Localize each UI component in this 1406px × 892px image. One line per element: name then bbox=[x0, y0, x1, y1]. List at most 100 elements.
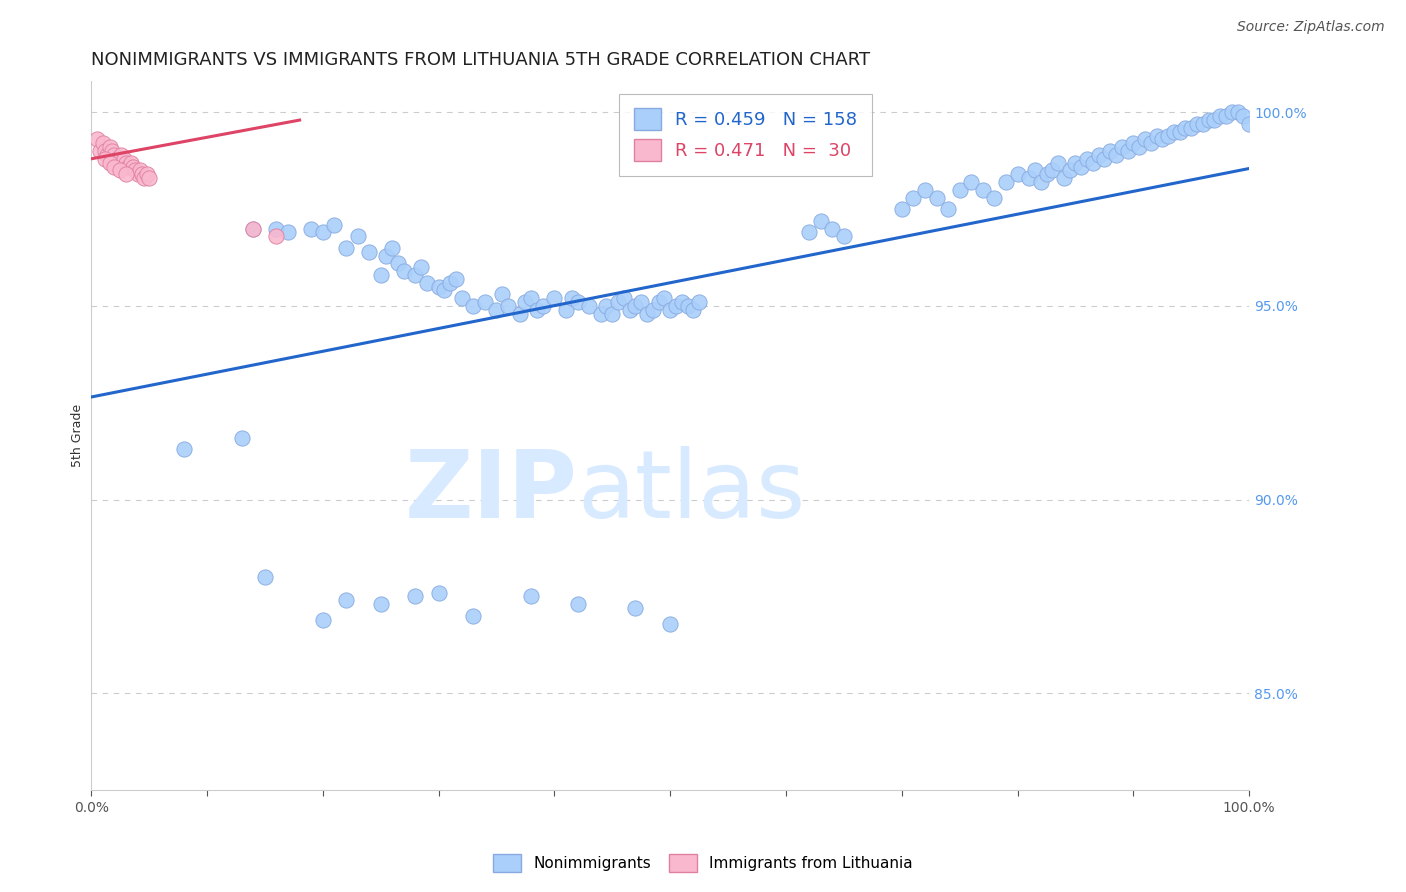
Point bbox=[463, 299, 485, 313]
Point bbox=[124, 163, 146, 178]
Point bbox=[810, 214, 832, 228]
Point bbox=[444, 272, 467, 286]
Point bbox=[914, 183, 936, 197]
Point bbox=[370, 268, 392, 282]
Point bbox=[619, 302, 641, 317]
Point bbox=[1152, 132, 1174, 146]
Point bbox=[1209, 109, 1232, 123]
Point bbox=[1133, 132, 1156, 146]
Point bbox=[641, 302, 664, 317]
Point bbox=[105, 152, 128, 166]
Text: atlas: atlas bbox=[578, 447, 806, 539]
Point bbox=[1070, 160, 1092, 174]
Y-axis label: 5th Grade: 5th Grade bbox=[72, 404, 84, 467]
Point bbox=[1105, 148, 1128, 162]
Point bbox=[387, 256, 409, 270]
Point bbox=[567, 295, 589, 310]
Point bbox=[1198, 113, 1220, 128]
Point bbox=[138, 171, 160, 186]
Point bbox=[392, 264, 415, 278]
Point bbox=[404, 590, 426, 604]
Point bbox=[312, 613, 335, 627]
Point bbox=[1204, 113, 1226, 128]
Point bbox=[1174, 120, 1197, 135]
Point bbox=[1180, 120, 1202, 135]
Point bbox=[94, 144, 117, 158]
Point bbox=[1185, 117, 1208, 131]
Point bbox=[115, 155, 138, 169]
Point bbox=[607, 295, 630, 310]
Point bbox=[543, 291, 565, 305]
Point bbox=[659, 616, 682, 631]
Point bbox=[936, 202, 959, 216]
Legend: R = 0.459   N = 158, R = 0.471   N =  30: R = 0.459 N = 158, R = 0.471 N = 30 bbox=[619, 94, 872, 176]
Point bbox=[127, 167, 149, 181]
Point bbox=[994, 175, 1017, 189]
Point bbox=[1081, 155, 1104, 169]
Point bbox=[1122, 136, 1144, 151]
Point bbox=[108, 163, 131, 178]
Point bbox=[231, 431, 253, 445]
Point bbox=[1232, 109, 1254, 123]
Point bbox=[676, 299, 699, 313]
Point bbox=[312, 226, 335, 240]
Point bbox=[173, 442, 195, 457]
Point bbox=[122, 160, 145, 174]
Point bbox=[665, 299, 688, 313]
Point bbox=[117, 160, 139, 174]
Point bbox=[381, 241, 404, 255]
Point bbox=[682, 302, 704, 317]
Point bbox=[335, 593, 357, 607]
Point bbox=[1237, 117, 1260, 131]
Point bbox=[427, 279, 450, 293]
Point bbox=[496, 299, 519, 313]
Point bbox=[561, 291, 583, 305]
Point bbox=[86, 132, 108, 146]
Point bbox=[671, 295, 693, 310]
Point bbox=[1047, 155, 1070, 169]
Point bbox=[91, 136, 114, 151]
Point bbox=[474, 295, 496, 310]
Point bbox=[1139, 136, 1161, 151]
Point bbox=[925, 190, 948, 204]
Point bbox=[96, 148, 118, 162]
Point bbox=[630, 295, 652, 310]
Point bbox=[647, 295, 669, 310]
Point bbox=[1087, 148, 1109, 162]
Point bbox=[636, 307, 658, 321]
Point bbox=[266, 229, 288, 244]
Point bbox=[491, 287, 513, 301]
Point bbox=[323, 218, 346, 232]
Point bbox=[103, 160, 125, 174]
Point bbox=[463, 608, 485, 623]
Text: NONIMMIGRANTS VS IMMIGRANTS FROM LITHUANIA 5TH GRADE CORRELATION CHART: NONIMMIGRANTS VS IMMIGRANTS FROM LITHUAN… bbox=[91, 51, 870, 69]
Point bbox=[972, 183, 994, 197]
Point bbox=[103, 148, 125, 162]
Point bbox=[555, 302, 578, 317]
Point bbox=[242, 221, 264, 235]
Point bbox=[688, 295, 710, 310]
Point bbox=[266, 221, 288, 235]
Point bbox=[299, 221, 322, 235]
Point bbox=[1029, 175, 1052, 189]
Point bbox=[135, 167, 157, 181]
Point bbox=[903, 190, 925, 204]
Point bbox=[983, 190, 1005, 204]
Point bbox=[450, 291, 472, 305]
Point bbox=[131, 167, 153, 181]
Point bbox=[1099, 144, 1122, 158]
Point bbox=[1064, 155, 1087, 169]
Point bbox=[1220, 105, 1243, 120]
Point bbox=[89, 144, 111, 158]
Point bbox=[1076, 152, 1098, 166]
Point bbox=[624, 299, 647, 313]
Point bbox=[654, 291, 676, 305]
Point bbox=[346, 229, 368, 244]
Point bbox=[1092, 152, 1115, 166]
Point bbox=[515, 295, 537, 310]
Point bbox=[1146, 128, 1168, 143]
Point bbox=[335, 241, 357, 255]
Point bbox=[94, 152, 117, 166]
Point bbox=[108, 155, 131, 169]
Point bbox=[110, 148, 132, 162]
